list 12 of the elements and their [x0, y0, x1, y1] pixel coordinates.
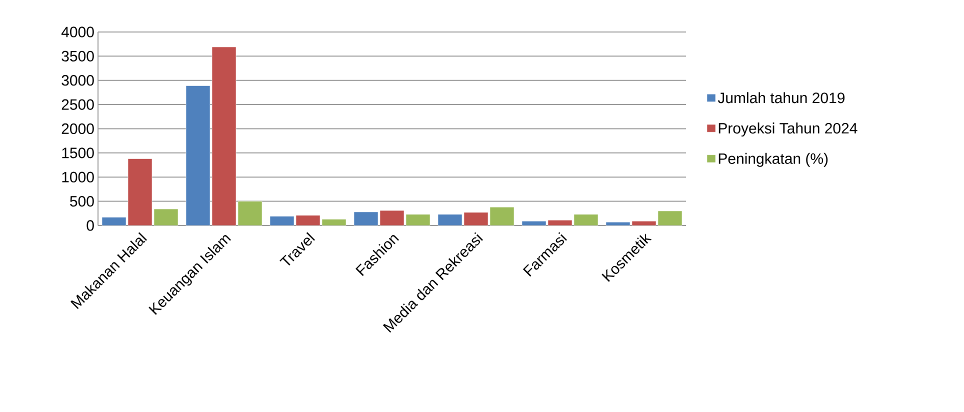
y-tick-label: 1500	[62, 148, 94, 158]
legend-label: Proyeksi Tahun 2024	[718, 122, 858, 137]
y-tick-label: 3000	[62, 75, 94, 86]
y-tick-label: 2500	[62, 99, 94, 110]
y-tick-label: 2000	[62, 123, 94, 134]
legend-label: Peningkatan (%)	[718, 152, 828, 167]
y-tick-label: 4000	[61, 26, 94, 38]
y-tick-label: 3500	[62, 50, 94, 62]
legend-label: Jumlah tahun 2019	[718, 92, 845, 104]
y-tick-label: 1000	[62, 172, 94, 182]
y-tick-label: 0	[86, 220, 94, 231]
y-tick-label: 500	[70, 196, 94, 207]
